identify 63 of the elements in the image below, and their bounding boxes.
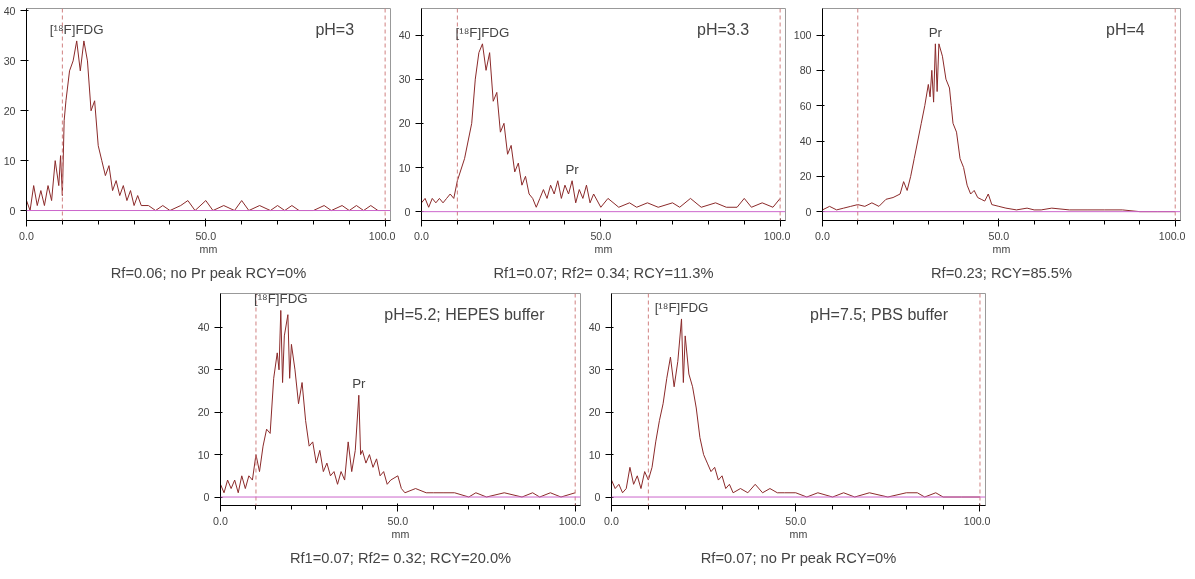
text: Rf=0.07; no Pr peak RCY=0% xyxy=(700,549,897,566)
y-tick-label: 30 xyxy=(588,363,601,376)
x-axis-title: mm xyxy=(199,242,218,255)
annotation: Pr xyxy=(928,24,943,40)
x-axis-title: mm xyxy=(789,527,808,540)
x-tick-label: 100.0 xyxy=(763,229,791,242)
text: pH=7.5; PBS buffer xyxy=(810,306,949,324)
y-tick-label: 20 xyxy=(398,117,411,130)
text: Rf=0.06; no Pr peak RCY=0% xyxy=(110,264,307,281)
x-axis-title: mm xyxy=(594,242,613,255)
x-tick-label: 50.0 xyxy=(195,229,217,242)
x-tick-label: 0.0 xyxy=(19,229,34,242)
x-tick-label: 100.0 xyxy=(1158,229,1186,242)
y-tick-label: 40 xyxy=(588,321,601,334)
y-tick-label: 40 xyxy=(3,4,16,17)
x-tick-label: 0.0 xyxy=(604,514,619,527)
y-tick-label: 10 xyxy=(197,448,210,461)
y-tick-label: 80 xyxy=(799,64,812,77)
text: Rf1=0.07; Rf2= 0.32; RCY=20.0% xyxy=(289,549,512,566)
x-axis-title: mm xyxy=(391,527,410,540)
y-tick-label: 0 xyxy=(203,491,210,504)
text: pH=3 xyxy=(315,21,355,39)
x-tick-label: 50.0 xyxy=(387,514,409,527)
y-tick-label: 30 xyxy=(197,363,210,376)
y-tick-label: 0 xyxy=(594,491,601,504)
text: pH=3.3 xyxy=(697,21,750,39)
y-tick-label: 0 xyxy=(9,204,16,217)
y-tick-label: 60 xyxy=(799,99,812,112)
x-tick-label: 100.0 xyxy=(368,229,396,242)
annotation: [¹⁸F]FDG xyxy=(654,299,709,315)
y-tick-label: 0 xyxy=(805,205,812,218)
annotation: [¹⁸F]FDG xyxy=(455,24,510,40)
y-tick-label: 100 xyxy=(793,29,812,41)
text: pH=4 xyxy=(1106,21,1145,39)
annotation: [¹⁸F]FDG xyxy=(253,291,308,307)
y-tick-label: 20 xyxy=(588,406,601,419)
text: pH=5.2; HEPES buffer xyxy=(384,306,546,324)
y-tick-label: 20 xyxy=(3,104,16,117)
x-axis-title: mm xyxy=(992,242,1011,255)
x-tick-label: 0.0 xyxy=(213,514,228,527)
annotation: Pr xyxy=(565,161,580,177)
text: Rf1=0.07; Rf2= 0.34; RCY=11.3% xyxy=(493,264,714,281)
text: Rf=0.23; RCY=85.5% xyxy=(931,264,1072,281)
annotation: Pr xyxy=(352,376,367,392)
y-tick-label: 10 xyxy=(3,154,16,167)
x-tick-label: 0.0 xyxy=(815,229,830,242)
x-tick-label: 50.0 xyxy=(590,229,612,242)
y-tick-label: 10 xyxy=(588,448,601,461)
annotation: [¹⁸F]FDG xyxy=(49,21,104,37)
x-tick-label: 50.0 xyxy=(785,514,807,527)
y-tick-label: 30 xyxy=(398,73,411,86)
x-tick-label: 50.0 xyxy=(988,229,1010,242)
x-tick-label: 100.0 xyxy=(558,514,586,527)
y-tick-label: 40 xyxy=(197,321,210,334)
x-tick-label: 100.0 xyxy=(963,514,991,527)
y-tick-label: 40 xyxy=(799,135,812,147)
y-tick-label: 0 xyxy=(404,205,411,218)
y-tick-label: 10 xyxy=(398,161,411,174)
x-tick-label: 0.0 xyxy=(414,229,429,242)
y-tick-label: 40 xyxy=(398,29,411,41)
y-tick-label: 20 xyxy=(799,170,812,183)
y-tick-label: 30 xyxy=(3,54,16,67)
y-tick-label: 20 xyxy=(197,406,210,419)
